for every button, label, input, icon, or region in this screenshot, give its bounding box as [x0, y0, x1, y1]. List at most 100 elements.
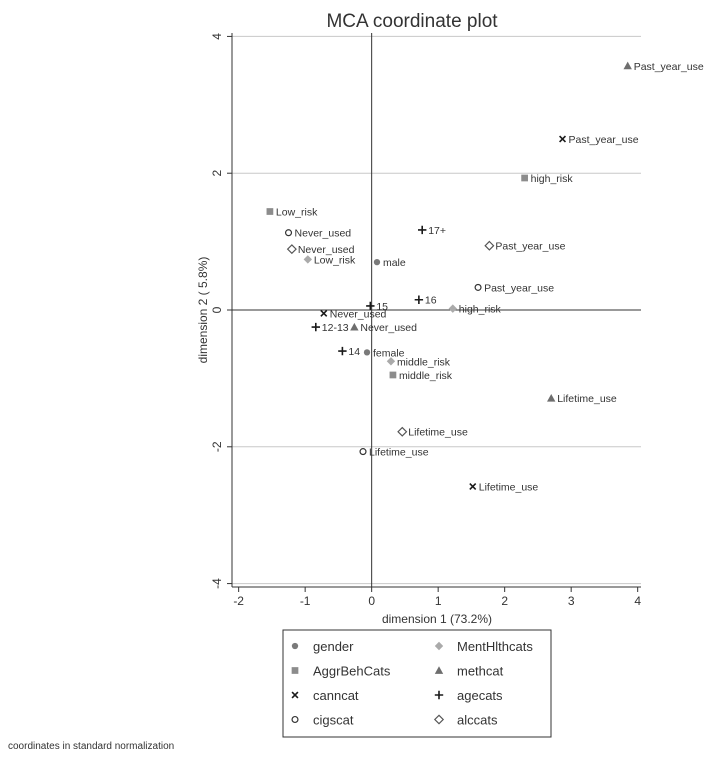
- y-tick-label: 0: [210, 306, 224, 313]
- point-label: Past_year_use: [569, 134, 639, 146]
- point-label: Never_used: [360, 322, 417, 334]
- point-label: Never_used: [298, 244, 355, 256]
- legend-marker-gender: [291, 642, 299, 650]
- marker-square: [389, 371, 397, 379]
- chart-title: MCA coordinate plot: [326, 11, 498, 32]
- point-agecats: [311, 322, 320, 332]
- point-label: Never_used: [295, 228, 352, 240]
- point-label: high_risk: [459, 304, 502, 316]
- marker-triangle: [623, 61, 632, 70]
- legend-marker-methcat: [434, 666, 444, 674]
- y-tick-label: 4: [210, 33, 224, 40]
- marker-triangle: [350, 322, 359, 331]
- point-label: male: [383, 257, 406, 269]
- y-tick-label: -4: [210, 578, 224, 589]
- marker-x: [559, 135, 567, 143]
- marker-circle-filled: [373, 258, 381, 266]
- marker-x: [469, 482, 477, 490]
- point-canncat: [320, 309, 328, 317]
- marker-diamond-filled: [303, 255, 313, 264]
- legend-marker-cigscat: [291, 715, 299, 724]
- marker-circle-filled: [363, 349, 371, 356]
- point-cigscat: [359, 448, 367, 456]
- marker-x: [291, 691, 299, 699]
- marker-diamond-filled: [386, 357, 396, 366]
- legend-label: cigscat: [313, 713, 354, 728]
- point-agecats: [366, 301, 375, 311]
- point-AggrBehCats: [266, 208, 274, 215]
- x-axis-label: dimension 1 (73.2%): [382, 612, 492, 626]
- point-MentHlthcats: [448, 304, 457, 313]
- point-alccats: [397, 426, 408, 437]
- marker-square: [521, 174, 528, 182]
- point-gender: [373, 258, 381, 266]
- axes: -2 -1 0 1 2 3 4 -4 -2 0 2 4: [210, 33, 641, 608]
- y-tick-label: 2: [210, 170, 224, 177]
- marker-plus: [418, 225, 427, 235]
- point-label: 15: [376, 301, 388, 313]
- marker-circle-open: [359, 448, 367, 456]
- y-axis-label: dimension 2 ( 5.8%): [196, 257, 210, 364]
- legend-label: agecats: [457, 688, 503, 703]
- point-label: Low_risk: [276, 207, 318, 219]
- marker-diamond-open: [286, 244, 297, 255]
- point-cigscat: [474, 283, 482, 291]
- x-tick-label: 3: [568, 594, 575, 608]
- point-label: middle_risk: [397, 356, 451, 368]
- marker-plus: [366, 301, 375, 311]
- point-label: high_risk: [531, 173, 574, 185]
- marker-square: [266, 208, 274, 215]
- point-label: female: [373, 347, 405, 359]
- point-alccats: [286, 244, 297, 255]
- marker-triangle: [547, 394, 556, 402]
- point-label: 16: [425, 295, 437, 307]
- point-label: Never_used: [330, 308, 387, 320]
- marker-circle-open: [474, 283, 482, 291]
- point-agecats: [418, 225, 427, 235]
- point-label: 14: [348, 346, 360, 358]
- point-label: 17+: [428, 225, 446, 237]
- y-tick-label: -2: [210, 441, 224, 452]
- legend-label: AggrBehCats: [313, 664, 391, 679]
- marker-diamond-filled: [448, 304, 457, 313]
- marker-plus: [338, 346, 347, 356]
- point-label: Past_year_use: [484, 282, 554, 294]
- point-methcat: [350, 322, 359, 331]
- marker-plus: [311, 322, 320, 332]
- legend-marker-agecats: [434, 690, 444, 700]
- point-methcat: [623, 61, 632, 70]
- marker-triangle: [434, 666, 444, 674]
- point-label: Lifetime_use: [408, 427, 468, 439]
- point-label: Low_risk: [314, 254, 356, 266]
- point-label: 12-13: [322, 322, 349, 334]
- point-MentHlthcats: [386, 357, 396, 366]
- point-MentHlthcats: [303, 255, 313, 264]
- point-label: Lifetime_use: [369, 447, 429, 459]
- marker-diamond-filled: [434, 641, 444, 651]
- legend-label: alccats: [457, 713, 498, 728]
- marker-x: [320, 309, 328, 317]
- x-tick-label: 4: [634, 594, 641, 608]
- marker-circle-filled: [291, 642, 299, 650]
- point-agecats: [414, 295, 424, 304]
- legend-label: gender: [313, 639, 354, 654]
- x-tick-label: 1: [435, 594, 442, 608]
- marker-circle-open: [291, 715, 299, 724]
- point-AggrBehCats: [521, 174, 528, 182]
- legend-label: canncat: [313, 688, 359, 703]
- point-gender: [363, 349, 371, 356]
- point-cigscat: [284, 229, 293, 237]
- point-agecats: [338, 346, 347, 356]
- legend-marker-canncat: [291, 691, 299, 699]
- point-canncat: [559, 135, 567, 143]
- legend-marker-alccats: [433, 714, 445, 725]
- legend-label: methcat: [457, 664, 504, 679]
- point-label: Past_year_use: [634, 61, 704, 73]
- point-label: Lifetime_use: [479, 481, 539, 493]
- legend-marker-MentHlthcats: [434, 641, 444, 651]
- legend: gender MentHlthcats AggrBehCats methcat cann…: [282, 629, 552, 738]
- marker-circle-open: [284, 229, 293, 237]
- point-label: Past_year_use: [495, 241, 565, 253]
- normalization-note: coordinates in standard normalization: [8, 741, 174, 752]
- marker-plus: [414, 295, 424, 304]
